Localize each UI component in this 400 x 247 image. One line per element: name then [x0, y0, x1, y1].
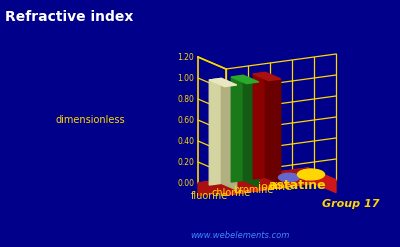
Polygon shape [253, 72, 281, 81]
Text: 0.20: 0.20 [177, 158, 194, 166]
Text: Group 17: Group 17 [322, 199, 380, 208]
Polygon shape [198, 168, 308, 196]
Text: www.webelements.com: www.webelements.com [190, 230, 290, 240]
Text: 1.00: 1.00 [177, 74, 194, 82]
Text: dimensionless: dimensionless [55, 115, 125, 125]
Polygon shape [198, 168, 336, 195]
Polygon shape [209, 78, 221, 185]
Text: fluorine: fluorine [190, 191, 228, 201]
Text: iodine: iodine [258, 182, 292, 192]
Polygon shape [209, 78, 237, 87]
Polygon shape [253, 72, 265, 179]
Polygon shape [308, 168, 336, 193]
Text: 0.80: 0.80 [177, 95, 194, 103]
Text: astatine: astatine [268, 179, 326, 192]
Ellipse shape [278, 173, 300, 182]
Polygon shape [231, 75, 259, 84]
Polygon shape [221, 78, 237, 190]
Ellipse shape [298, 169, 324, 180]
Text: bromine: bromine [233, 185, 273, 195]
Polygon shape [231, 75, 243, 182]
Polygon shape [265, 72, 281, 184]
Text: 0.60: 0.60 [177, 116, 194, 124]
Text: 0.40: 0.40 [177, 137, 194, 145]
Text: 0.00: 0.00 [177, 179, 194, 187]
Polygon shape [243, 75, 259, 187]
Text: Refractive index: Refractive index [5, 10, 133, 24]
Text: chlorine: chlorine [211, 188, 251, 198]
Text: 1.20: 1.20 [177, 53, 194, 62]
